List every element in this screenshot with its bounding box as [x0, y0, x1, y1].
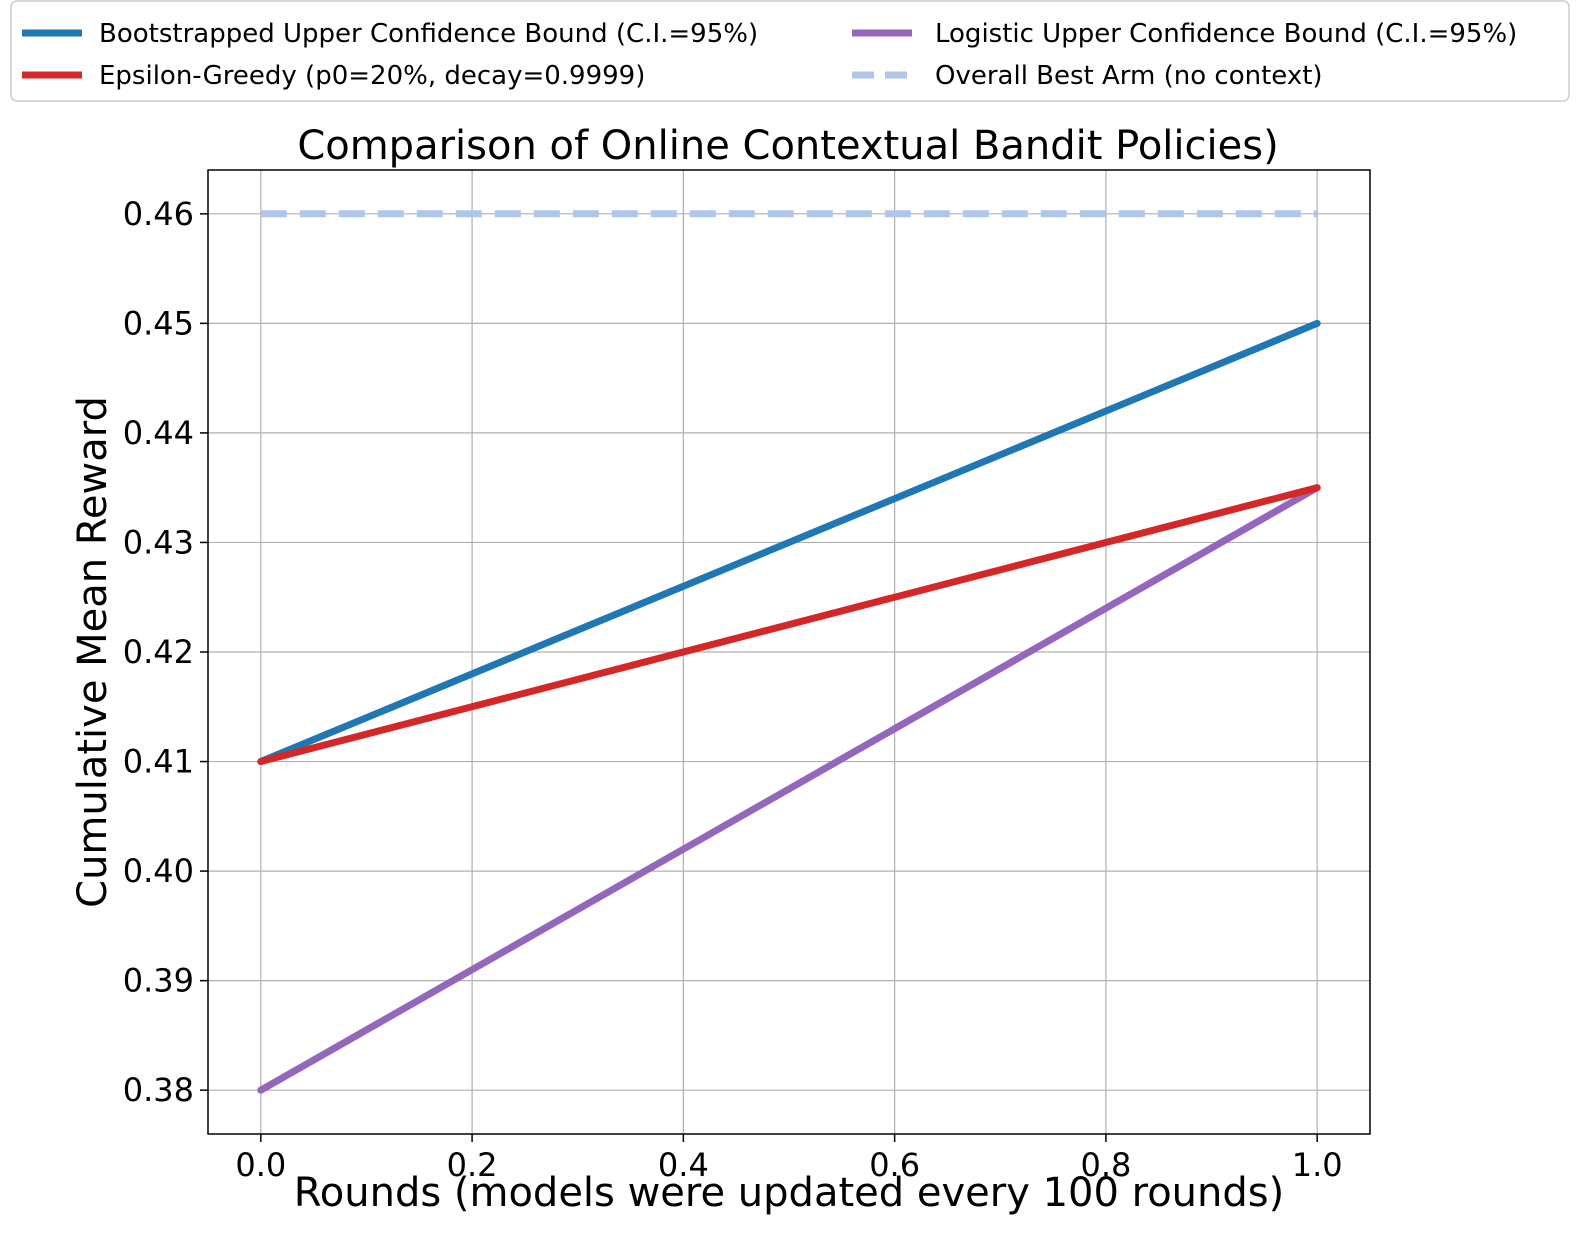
series-line [257, 484, 1321, 1094]
y-tick-label: 0.45 [123, 304, 194, 342]
x-axis-ticks: 0.0 0.2 0.4 0.6 0.8 1.0 [235, 1134, 1343, 1184]
x-tick-label: 1.0 [1292, 1146, 1343, 1184]
x-tick-label: 0.2 [447, 1146, 498, 1184]
y-tick-label: 0.44 [123, 414, 194, 452]
legend-entry: Logistic Upper Confidence Bound (C.I.=95… [852, 19, 1517, 49]
y-tick-label: 0.39 [123, 962, 194, 1000]
y-tick-label: 0.43 [123, 523, 194, 561]
y-tick-label: 0.46 [123, 195, 194, 233]
x-tick-label: 0.0 [235, 1146, 286, 1184]
legend-box [10, 0, 1570, 102]
series-line [257, 484, 1321, 765]
y-axis-label: Cumulative Mean Reward [70, 396, 116, 908]
y-axis-ticks: 0.38 0.39 0.40 0.41 0.42 0.43 0.44 0.45 0.46 [123, 195, 208, 1109]
plot-area: 0.0 0.2 0.4 0.6 0.8 1.0 0.380.390.400.410.420… [123, 169, 1371, 1184]
x-tick-label: 0.8 [1080, 1146, 1131, 1184]
legend: Bootstrapped Upper Confidence Bound (C.I… [10, 0, 1570, 102]
legend-label: Bootstrapped Upper Confidence Bound (C.I… [99, 19, 758, 49]
y-tick-label: 0.42 [123, 633, 194, 671]
legend-entry: Overall Best Arm (no context) [852, 61, 1323, 91]
x-tick-label: 0.6 [869, 1146, 920, 1184]
legend-label: Epsilon-Greedy (p0=20%, decay=0.9999) [99, 61, 645, 91]
y-tick-label: 0.40 [123, 852, 194, 890]
grid [208, 170, 1370, 1134]
legend-entry: Epsilon-Greedy (p0=20%, decay=0.9999) [22, 61, 645, 91]
y-tick-label: 0.41 [123, 743, 194, 781]
x-axis-label: Rounds (models were updated every 100 ro… [294, 1170, 1284, 1216]
y-tick-label: 0.38 [123, 1071, 194, 1109]
x-tick-label: 0.4 [658, 1146, 709, 1184]
legend-label: Logistic Upper Confidence Bound (C.I.=95… [935, 19, 1517, 49]
chart-title: Comparison of Online Contextual Bandit P… [297, 123, 1278, 169]
series-line [257, 319, 1321, 765]
legend-label: Overall Best Arm (no context) [935, 61, 1323, 91]
series-lines [257, 210, 1321, 1094]
legend-entry: Bootstrapped Upper Confidence Bound (C.I… [22, 19, 758, 49]
